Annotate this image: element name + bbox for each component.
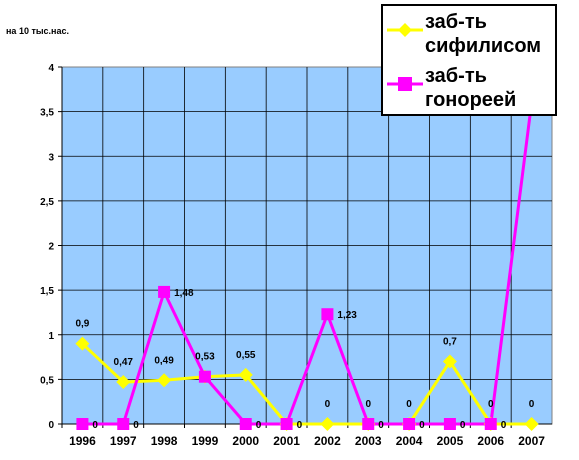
data-point-syphilis xyxy=(75,336,90,351)
data-point-gonorrhea xyxy=(403,418,416,430)
data-point-gonorrhea xyxy=(280,418,293,430)
data-label: 0 xyxy=(501,420,507,431)
data-label: 0 xyxy=(378,420,384,431)
series-layer xyxy=(75,96,539,431)
data-label: 0 xyxy=(325,399,331,410)
x-tick-label: 2005 xyxy=(437,434,464,448)
data-point-syphilis xyxy=(320,417,335,431)
x-tick-label: 2006 xyxy=(477,434,504,448)
series-line-1 xyxy=(82,102,534,426)
data-label: 0 xyxy=(297,420,303,431)
data-point-gonorrhea xyxy=(198,370,211,383)
y-tick-label: 3,5 xyxy=(40,108,54,119)
data-label: 0 xyxy=(406,399,412,410)
data-label: 0 xyxy=(256,420,262,431)
y-axis-label: на 10 тыс.нас. xyxy=(6,26,69,36)
y-tick-label: 1 xyxy=(48,331,54,342)
data-label: 0,47 xyxy=(114,357,134,368)
x-tick-label: 2000 xyxy=(232,434,259,448)
legend: заб-ть сифилисом заб-ть гонореей xyxy=(381,4,557,116)
data-label: 0,55 xyxy=(236,350,256,361)
grid xyxy=(58,66,552,425)
legend-marker-syphilis xyxy=(387,23,423,37)
data-point-gonorrhea xyxy=(321,308,334,321)
data-point-gonorrhea xyxy=(443,418,456,430)
data-labels: 0,90,47 0,49 0,53 0,550 0 00,70 00 01,480 01,230… xyxy=(75,288,534,431)
data-label: 0 xyxy=(419,420,425,431)
data-point-syphilis xyxy=(442,354,457,369)
x-tick-label: 1999 xyxy=(192,434,219,448)
data-label: 0 xyxy=(529,399,535,410)
data-label: 0 xyxy=(365,399,371,410)
x-tick-label: 2004 xyxy=(396,434,423,448)
y-tick-label: 4 xyxy=(48,63,54,74)
data-label: 1,48 xyxy=(174,288,194,299)
y-tick-label: 0 xyxy=(48,420,54,431)
data-label: 0,9 xyxy=(75,319,89,330)
x-tick-label: 2001 xyxy=(273,434,300,448)
y-tick-label: 2,5 xyxy=(40,197,54,208)
y-tick-label: 2 xyxy=(48,242,54,253)
legend-marker-gonorrhea xyxy=(387,77,423,91)
data-point-gonorrhea xyxy=(362,418,375,430)
data-point-gonorrhea xyxy=(158,285,171,298)
x-tick-labels: 1996 1997 1998 1999 2000 2001 2002 2003 2004 2005… xyxy=(61,424,545,448)
y-tick-label: 3 xyxy=(48,152,54,163)
data-label: 0,49 xyxy=(154,355,174,366)
x-tick-label: 1997 xyxy=(110,434,137,448)
data-point-syphilis xyxy=(116,375,131,390)
y-tick-label: 1,5 xyxy=(40,286,54,297)
data-label: 0 xyxy=(92,420,98,431)
data-point-gonorrhea xyxy=(484,418,497,430)
data-label: 0 xyxy=(460,420,466,431)
x-tick-label: 1998 xyxy=(151,434,178,448)
data-label: 0,53 xyxy=(195,352,215,363)
x-tick-label: 2003 xyxy=(355,434,382,448)
data-point-syphilis xyxy=(157,373,172,388)
series-line-0 xyxy=(81,342,532,426)
data-point-gonorrhea xyxy=(76,418,89,430)
data-label: 1,23 xyxy=(337,310,357,321)
legend-label-syphilis: заб-ть сифилисом xyxy=(425,11,542,57)
data-point-gonorrhea xyxy=(117,418,130,430)
data-point-gonorrhea xyxy=(239,418,252,430)
legend-label-gonorrhea: заб-ть гонореей xyxy=(425,65,517,111)
data-label: 0,7 xyxy=(443,337,457,348)
y-tick-labels: 0 0,5 1 1,5 2 2,5 3 3,5 4 xyxy=(40,63,54,431)
data-point-syphilis xyxy=(524,417,539,431)
data-label: 0 xyxy=(488,399,494,410)
x-tick-label: 2007 xyxy=(518,434,545,448)
y-tick-label: 0,5 xyxy=(40,375,54,386)
x-tick-label: 2002 xyxy=(314,434,341,448)
x-tick-label: 1996 xyxy=(69,434,96,448)
data-point-syphilis xyxy=(238,367,253,382)
data-label: 0 xyxy=(133,420,139,431)
